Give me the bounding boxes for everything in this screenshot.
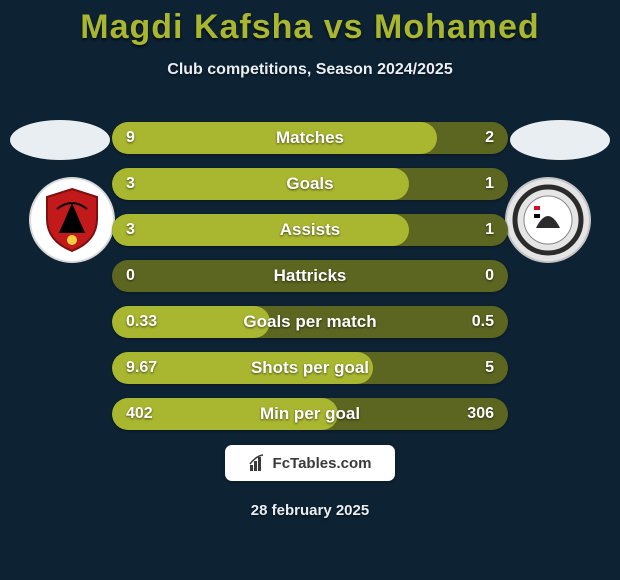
stat-value-right: 0.5 bbox=[472, 313, 494, 331]
subtitle: Club competitions, Season 2024/2025 bbox=[0, 61, 620, 79]
stat-row: 3 1 Goals bbox=[112, 168, 508, 200]
stat-row: 0 0 Hattricks bbox=[112, 260, 508, 292]
club-badge-right bbox=[498, 175, 598, 265]
stat-label: Assists bbox=[280, 220, 340, 240]
page-title: Magdi Kafsha vs Mohamed bbox=[0, 0, 620, 47]
comparison-infographic: Magdi Kafsha vs Mohamed Club competition… bbox=[0, 0, 620, 580]
stat-value-right: 1 bbox=[485, 221, 494, 239]
stat-value-right: 2 bbox=[485, 129, 494, 147]
stat-fill-left bbox=[112, 168, 409, 200]
stat-value-right: 5 bbox=[485, 359, 494, 377]
stat-value-left: 3 bbox=[126, 221, 135, 239]
player-base-right bbox=[510, 120, 610, 160]
stat-value-left: 9 bbox=[126, 129, 135, 147]
player-base-left bbox=[10, 120, 110, 160]
stat-value-left: 0 bbox=[126, 267, 135, 285]
stat-fill-left bbox=[112, 214, 409, 246]
stat-value-left: 3 bbox=[126, 175, 135, 193]
stats-panel: 9 2 Matches 3 1 Goals 3 1 Assists 0 0 Hattricks 0.33… bbox=[112, 122, 508, 444]
stat-row: 3 1 Assists bbox=[112, 214, 508, 246]
date-label: 28 february 2025 bbox=[0, 502, 620, 519]
attribution-label: FcTables.com bbox=[273, 455, 372, 472]
stat-label: Goals per match bbox=[243, 312, 376, 332]
stat-value-right: 1 bbox=[485, 175, 494, 193]
stat-label: Goals bbox=[286, 174, 333, 194]
al-ahly-crest-icon bbox=[37, 185, 107, 255]
attribution-pill: FcTables.com bbox=[225, 445, 395, 481]
fctables-logo-icon bbox=[249, 454, 267, 472]
stat-fill-left bbox=[112, 122, 437, 154]
stat-label: Hattricks bbox=[274, 266, 347, 286]
club-badge-left bbox=[22, 175, 122, 265]
stat-value-left: 9.67 bbox=[126, 359, 157, 377]
stat-label: Min per goal bbox=[260, 404, 360, 424]
stat-label: Shots per goal bbox=[251, 358, 369, 378]
stat-row: 9.67 5 Shots per goal bbox=[112, 352, 508, 384]
stat-value-left: 0.33 bbox=[126, 313, 157, 331]
stat-row: 9 2 Matches bbox=[112, 122, 508, 154]
stat-value-right: 0 bbox=[485, 267, 494, 285]
stat-value-right: 306 bbox=[467, 405, 494, 423]
stat-row: 0.33 0.5 Goals per match bbox=[112, 306, 508, 338]
talaea-crest-icon bbox=[512, 184, 584, 256]
stat-value-left: 402 bbox=[126, 405, 153, 423]
stat-row: 402 306 Min per goal bbox=[112, 398, 508, 430]
stat-label: Matches bbox=[276, 128, 344, 148]
